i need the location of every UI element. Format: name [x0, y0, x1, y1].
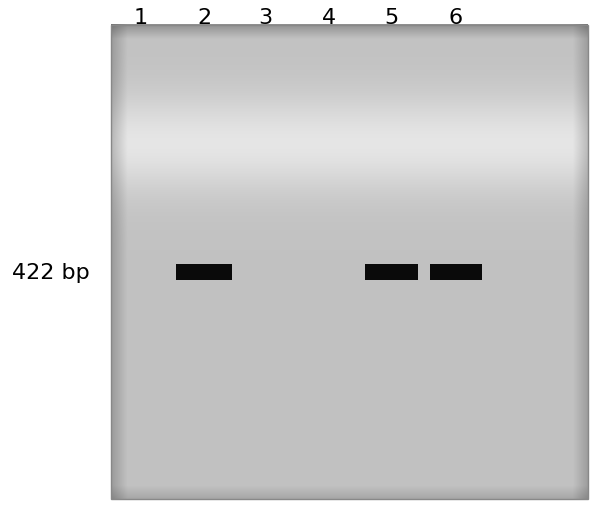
- Text: 1: 1: [134, 8, 148, 28]
- Bar: [365, 265, 418, 280]
- Text: 3: 3: [259, 8, 273, 28]
- Bar: [176, 265, 232, 280]
- Text: 5: 5: [385, 8, 399, 28]
- Text: 6: 6: [449, 8, 463, 28]
- Text: 2: 2: [197, 8, 211, 28]
- Bar: [430, 265, 482, 280]
- Bar: [111, 25, 588, 499]
- Text: 422 bp: 422 bp: [12, 262, 90, 282]
- Text: 4: 4: [322, 8, 336, 28]
